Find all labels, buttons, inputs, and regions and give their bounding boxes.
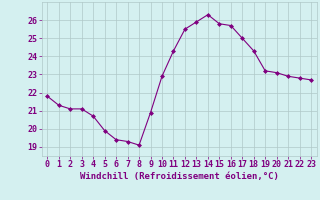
- X-axis label: Windchill (Refroidissement éolien,°C): Windchill (Refroidissement éolien,°C): [80, 172, 279, 181]
